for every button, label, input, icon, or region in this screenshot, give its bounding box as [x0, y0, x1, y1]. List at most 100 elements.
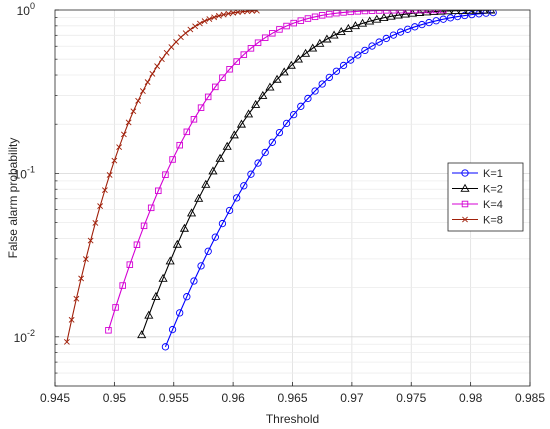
data-point-square [290, 19, 297, 27]
data-point-circle [254, 159, 262, 167]
data-point-x [177, 34, 184, 41]
data-point-triangle [151, 291, 161, 300]
data-point-x [111, 157, 118, 164]
data-point-square [326, 10, 333, 18]
legend-label: K=8 [483, 215, 503, 227]
data-point-triangle [350, 21, 361, 30]
data-point-triangle [329, 30, 339, 39]
data-point-circle [233, 194, 241, 202]
data-point-square [254, 39, 262, 46]
data-point-square [197, 104, 205, 111]
data-point-circle [161, 343, 170, 351]
data-point-circle [247, 170, 255, 178]
data-point-triangle [137, 330, 147, 339]
data-point-square [133, 241, 141, 248]
data-point-x [173, 38, 180, 45]
data-point-square [276, 26, 283, 33]
data-point-triangle [486, 10, 496, 14]
data-point-circle [332, 67, 341, 75]
data-point-x [106, 172, 113, 178]
data-point-circle [282, 119, 291, 128]
data-point-circle [304, 94, 312, 103]
data-point-x [182, 30, 189, 37]
data-point-triangle [272, 74, 282, 83]
legend-item: K=2 [452, 184, 503, 196]
x-tick-label: 0.95 [103, 391, 127, 405]
x-tick-label: 0.945 [40, 391, 70, 405]
data-point-circle [225, 206, 234, 215]
data-point-circle [439, 15, 447, 23]
data-point-x [201, 18, 208, 25]
data-point-triangle [343, 23, 353, 32]
legend-item: K=4 [452, 199, 503, 211]
data-point-triangle [194, 193, 204, 202]
data-point-x [135, 97, 142, 104]
data-point-x [239, 10, 246, 15]
data-point-x [73, 295, 80, 302]
data-point-square [283, 22, 290, 30]
data-point-x [249, 10, 256, 14]
x-tick-label: 0.975 [396, 391, 426, 405]
data-point-circle [275, 128, 284, 137]
data-point-triangle [365, 16, 375, 25]
data-point-x [92, 219, 99, 226]
data-point-x [253, 10, 260, 14]
data-point-circle [268, 138, 276, 146]
data-point-circle [197, 262, 205, 270]
data-point-square [226, 66, 233, 73]
data-point-square [354, 10, 362, 15]
data-point-x [82, 256, 89, 263]
data-point-circle [411, 23, 419, 31]
data-point-circle [446, 14, 455, 22]
data-point-triangle [201, 179, 211, 188]
legend-item: K=1 [452, 168, 503, 180]
y-tick-exponent: 0 [30, 1, 35, 11]
x-tick-label: 0.955 [159, 391, 189, 405]
data-point-square [119, 282, 126, 289]
data-point-square [240, 51, 248, 58]
data-point-x [220, 11, 227, 18]
data-point-square [368, 10, 376, 14]
data-point-triangle [179, 223, 190, 232]
data-point-x [187, 26, 194, 33]
data-point-square [204, 93, 212, 101]
data-point-square [183, 128, 191, 136]
data-point-circle [361, 46, 369, 55]
data-point-square [233, 58, 240, 65]
data-point-circle [183, 293, 191, 301]
data-point-square [140, 222, 148, 230]
data-point-x [78, 275, 85, 282]
data-point-triangle [172, 239, 182, 248]
data-point-square [347, 10, 354, 16]
data-point-circle [389, 31, 398, 39]
data-point-x [116, 144, 123, 151]
data-point-triangle [293, 54, 304, 63]
data-point-circle [461, 169, 469, 177]
data-point-circle [347, 56, 355, 64]
data-point-circle [382, 34, 390, 43]
data-point-circle [311, 87, 319, 95]
data-point-square [318, 12, 326, 19]
series-line [164, 12, 494, 348]
data-point-triangle [251, 99, 261, 108]
data-point-circle [368, 42, 376, 50]
data-point-triangle [208, 166, 218, 175]
data-point-x [196, 20, 203, 27]
data-point-x [215, 12, 222, 19]
data-point-x [206, 16, 213, 22]
data-point-triangle [322, 34, 332, 43]
data-point-triangle [460, 183, 470, 192]
x-tick-label: 0.985 [515, 391, 545, 405]
data-point-x [130, 108, 137, 115]
data-point-circle [261, 148, 269, 157]
data-point-square [176, 141, 183, 149]
x-axis-title: Threshold [266, 412, 319, 426]
data-point-square [212, 83, 219, 91]
data-point-x [211, 14, 218, 21]
data-point-triangle [372, 14, 382, 23]
data-point-square [169, 156, 176, 163]
data-point-triangle [265, 82, 275, 91]
y-tick-exponent: -2 [27, 328, 35, 338]
data-point-triangle [315, 38, 325, 47]
legend-label: K=1 [483, 168, 503, 180]
